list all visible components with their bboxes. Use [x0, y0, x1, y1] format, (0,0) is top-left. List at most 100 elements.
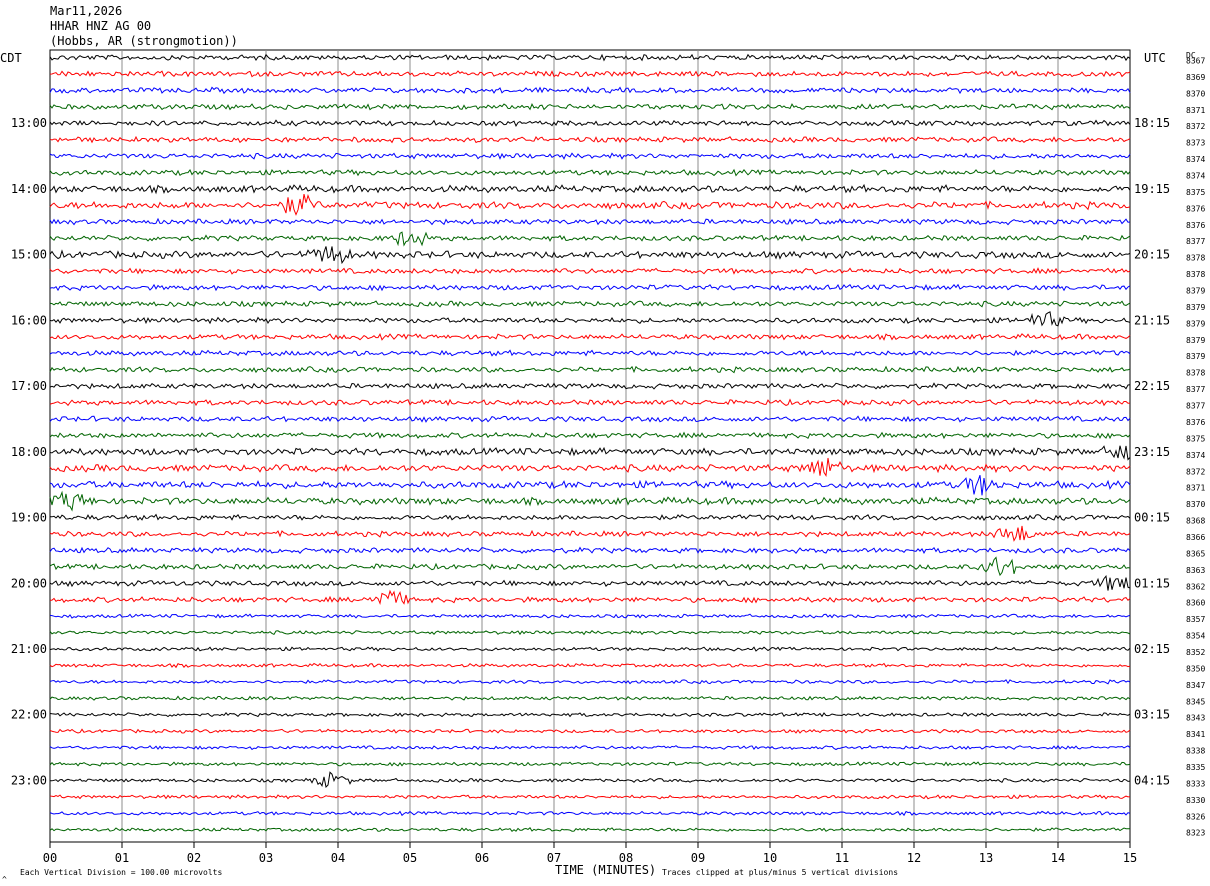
dc-offset-label: 8343: [1186, 714, 1205, 723]
x-tick-label: 11: [835, 851, 849, 865]
seismic-trace: [49, 119, 1131, 127]
right-hour-label: 22:15: [1134, 379, 1170, 393]
seismic-trace: [49, 382, 1131, 390]
seismic-trace: [49, 728, 1131, 734]
right-hour-label: 02:15: [1134, 642, 1170, 656]
right-hour-label: 18:15: [1134, 116, 1170, 130]
seismic-trace: [49, 589, 1131, 605]
dc-offset-label: 8374: [1186, 155, 1205, 164]
left-hour-label: 15:00: [11, 248, 47, 262]
dc-offset-label: 8345: [1186, 697, 1205, 706]
seismic-trace: [49, 431, 1131, 440]
dc-offset-label: 8378: [1186, 270, 1205, 279]
x-tick-label: 04: [331, 851, 345, 865]
seismic-trace: [49, 679, 1131, 685]
dc-offset-label: 8357: [1186, 615, 1205, 624]
seismic-trace: [49, 70, 1131, 78]
header-station: HHAR HNZ AG 00: [50, 19, 152, 33]
dc-offset-label: 8365: [1186, 549, 1205, 558]
x-tick-label: 07: [547, 851, 561, 865]
seismic-trace: [49, 761, 1131, 767]
seismic-trace: [49, 613, 1131, 619]
plot-frame: [49, 49, 1131, 843]
seismic-trace: [49, 457, 1131, 477]
dc-offset-label: 8374: [1186, 172, 1205, 181]
x-tick-label: 09: [691, 851, 705, 865]
seismic-trace: [49, 283, 1131, 292]
seismic-trace: [49, 490, 1131, 512]
x-tick-label: 13: [979, 851, 993, 865]
dc-offset-label: 8350: [1186, 664, 1205, 673]
seismic-trace: [49, 135, 1131, 144]
seismic-trace: [49, 267, 1131, 275]
seismic-trace: [49, 168, 1131, 177]
seismic-trace: [49, 810, 1131, 817]
dc-offset-label: 8370: [1186, 500, 1205, 509]
seismic-trace: [49, 415, 1131, 423]
x-tick-label: 05: [403, 851, 417, 865]
seismic-trace: [49, 231, 1131, 247]
dc-offset-label: 8360: [1186, 599, 1205, 608]
seismic-trace: [49, 217, 1131, 226]
dc-offset-label: 8371: [1186, 106, 1205, 115]
x-tick-label: 00: [43, 851, 57, 865]
seismic-trace: [49, 311, 1131, 327]
dc-offset-label: 8333: [1186, 779, 1205, 788]
corner-mark: ^: [2, 875, 7, 884]
seismic-trace: [49, 53, 1131, 62]
x-tick-label: 10: [763, 851, 777, 865]
dc-offset-label: 8379: [1186, 319, 1205, 328]
dc-offset-label: 8379: [1186, 352, 1205, 361]
seismic-trace: [49, 794, 1131, 800]
seismic-trace: [49, 246, 1131, 265]
x-tick-label: 03: [259, 851, 273, 865]
seismic-trace: [49, 475, 1131, 496]
right-timezone-label: UTC: [1144, 51, 1166, 65]
left-hour-label: 21:00: [11, 642, 47, 656]
dc-offset-label: 8330: [1186, 796, 1205, 805]
seismic-trace: [49, 86, 1131, 95]
dc-offset-label: 8370: [1186, 89, 1205, 98]
seismic-trace: [49, 193, 1131, 216]
dc-offset-label: 8352: [1186, 648, 1205, 657]
dc-offset-label: 8354: [1186, 632, 1205, 641]
left-hour-label: 16:00: [11, 313, 47, 327]
dc-offset-label: 8376: [1186, 221, 1205, 230]
left-hour-label: 20:00: [11, 576, 47, 590]
dc-offset-label: 8368: [1186, 517, 1205, 526]
seismic-trace: [49, 744, 1131, 751]
dc-offset-label: 8338: [1186, 747, 1205, 756]
dc-offset-label: 8378: [1186, 254, 1205, 263]
scale-note: Each Vertical Division = 100.00 microvol…: [20, 868, 222, 877]
dc-offset-label: 8379: [1186, 336, 1205, 345]
x-tick-label: 02: [187, 851, 201, 865]
left-hour-label: 23:00: [11, 773, 47, 787]
dc-offset-label: 8374: [1186, 451, 1205, 460]
left-hour-label: 13:00: [11, 116, 47, 130]
seismic-trace: [49, 525, 1131, 542]
seismic-trace: [49, 398, 1131, 407]
seismic-traces: [49, 53, 1131, 833]
dc-offset-label: 8379: [1186, 303, 1205, 312]
dc-header-label: DC: [1186, 51, 1196, 60]
dc-offset-label: 8347: [1186, 681, 1205, 690]
dc-offset-label: 8376: [1186, 418, 1205, 427]
seismic-trace: [49, 333, 1131, 341]
dc-offset-label: 8377: [1186, 237, 1205, 246]
right-hour-label: 19:15: [1134, 182, 1170, 196]
dc-offset-label: 8341: [1186, 730, 1205, 739]
left-hour-label: 14:00: [11, 182, 47, 196]
x-tick-label: 06: [475, 851, 489, 865]
grid-lines: [49, 49, 1131, 848]
dc-offset-label: 8372: [1186, 467, 1205, 476]
dc-offset-label: 8378: [1186, 369, 1205, 378]
right-hour-label: 20:15: [1134, 248, 1170, 262]
dc-offset-label: 8326: [1186, 812, 1205, 821]
dc-offset-label: 8377: [1186, 402, 1205, 411]
left-hour-label: 19:00: [11, 511, 47, 525]
x-tick-label: 12: [907, 851, 921, 865]
dc-offset-label: 8375: [1186, 188, 1205, 197]
seismic-trace: [49, 629, 1131, 636]
seismic-trace: [49, 152, 1131, 160]
